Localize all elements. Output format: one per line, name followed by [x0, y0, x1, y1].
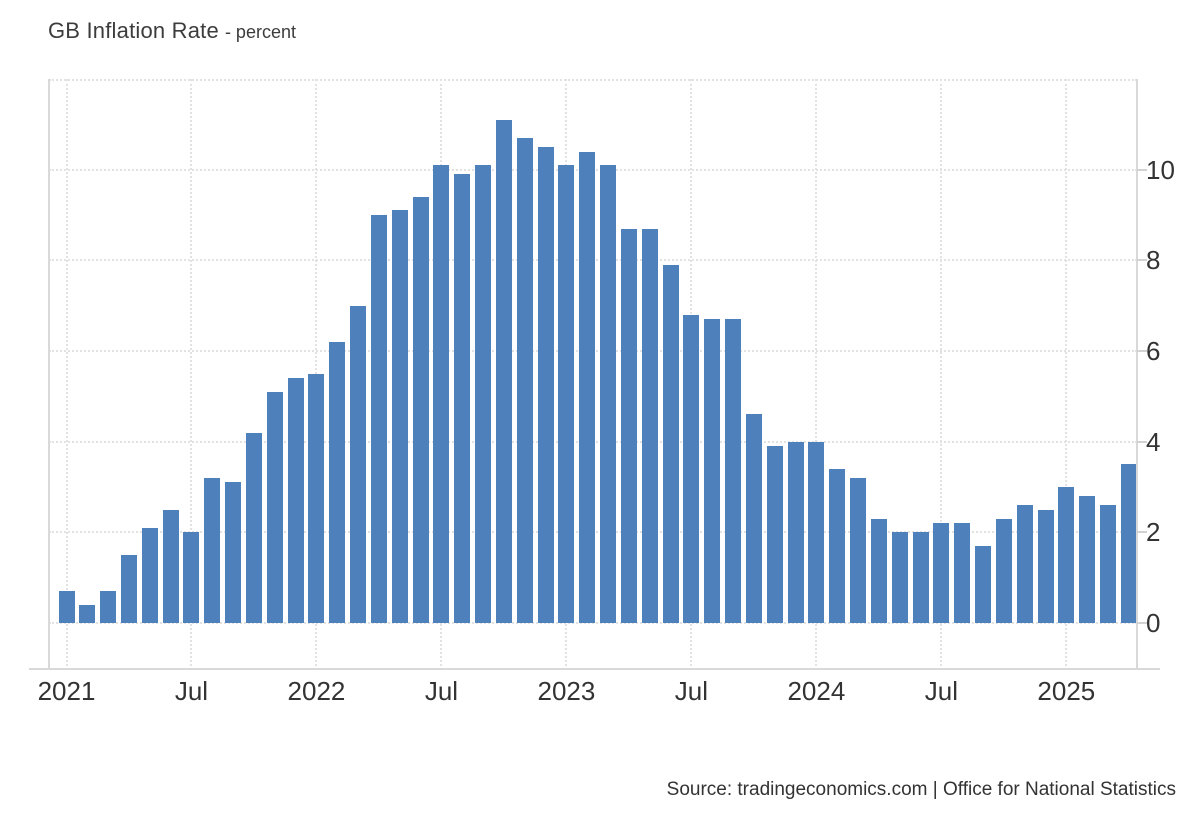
y-axis-label: 6: [1146, 336, 1161, 366]
y-axis-tick: [1137, 440, 1147, 443]
bar-2023-02[interactable]: [579, 152, 596, 623]
chart-title: GB Inflation Rate: [48, 18, 219, 43]
v-gridline: [1065, 79, 1068, 670]
bar-2023-11[interactable]: [766, 446, 783, 623]
bar-2023-10[interactable]: [745, 414, 762, 623]
bar-2024-07[interactable]: [933, 523, 950, 623]
y-axis-tick: [1137, 168, 1147, 171]
v-gridline: [940, 79, 943, 670]
bar-2021-11[interactable]: [266, 392, 283, 623]
chart-header: GB Inflation Rate - percent: [48, 18, 296, 44]
bar-2021-02[interactable]: [79, 605, 96, 623]
bar-2023-03[interactable]: [600, 165, 617, 623]
bar-2021-06[interactable]: [162, 510, 179, 623]
bar-2022-02[interactable]: [329, 342, 346, 623]
bar-2022-12[interactable]: [537, 147, 554, 623]
plot-area[interactable]: [49, 79, 1137, 670]
v-gridline: [815, 79, 818, 670]
bar-2025-04[interactable]: [1120, 464, 1137, 623]
y-axis-tick: [1137, 531, 1147, 534]
bar-2024-12[interactable]: [1037, 510, 1054, 623]
bar-2024-08[interactable]: [954, 523, 971, 623]
v-gridline: [190, 79, 193, 670]
x-axis-label: Jul: [674, 676, 709, 706]
y-axis-label: 10: [1146, 154, 1175, 185]
source-attribution: Source: tradingeconomics.com | Office fo…: [666, 779, 1176, 800]
bar-2022-06[interactable]: [412, 197, 429, 623]
bar-2023-06[interactable]: [662, 265, 679, 623]
x-axis-label: 2021: [37, 676, 96, 706]
bar-2021-04[interactable]: [120, 555, 137, 623]
bar-2022-11[interactable]: [516, 138, 533, 623]
x-axis-line: [29, 668, 1160, 670]
bar-2024-05[interactable]: [891, 532, 908, 623]
x-axis-label: 2022: [287, 676, 346, 706]
bar-2021-01[interactable]: [58, 591, 75, 623]
y-axis-line: [1136, 79, 1138, 670]
bar-2022-03[interactable]: [350, 306, 367, 623]
bar-2024-03[interactable]: [850, 478, 867, 623]
bar-2022-04[interactable]: [370, 215, 387, 623]
bar-2023-07[interactable]: [683, 315, 700, 623]
bar-2021-08[interactable]: [204, 478, 221, 623]
bar-2024-06[interactable]: [912, 532, 929, 623]
bar-2024-10[interactable]: [995, 519, 1012, 623]
x-axis-label: Jul: [424, 676, 459, 706]
y-axis-label: 2: [1146, 517, 1161, 548]
x-axis-label: 2023: [537, 676, 596, 706]
bar-2023-12[interactable]: [787, 442, 804, 623]
h-gridline: [49, 79, 1137, 81]
v-gridline: [65, 79, 68, 670]
x-axis-label: 2024: [787, 676, 846, 706]
x-axis-label: 2025: [1037, 676, 1096, 706]
chart-subtitle: - percent: [224, 22, 296, 42]
y-axis-label: 0: [1146, 608, 1161, 638]
y-axis-label: 8: [1146, 245, 1161, 276]
bar-2024-11[interactable]: [1016, 505, 1033, 623]
bar-2022-10[interactable]: [495, 120, 512, 623]
bar-2024-02[interactable]: [829, 469, 846, 623]
bar-2022-08[interactable]: [454, 174, 471, 623]
bar-2023-04[interactable]: [620, 229, 637, 623]
bar-2022-07[interactable]: [433, 165, 450, 623]
bar-2021-05[interactable]: [141, 528, 158, 623]
y-axis-tick: [1137, 350, 1147, 352]
bar-2021-09[interactable]: [225, 482, 242, 623]
bar-2021-10[interactable]: [245, 433, 262, 623]
y-axis-tick: [1137, 622, 1147, 624]
bar-2021-12[interactable]: [287, 378, 304, 623]
bar-2022-05[interactable]: [391, 210, 408, 623]
y-axis-label: 4: [1146, 426, 1161, 457]
bar-2025-01[interactable]: [1058, 487, 1075, 623]
x-axis-label: Jul: [924, 676, 958, 706]
bar-2021-07[interactable]: [183, 532, 200, 623]
bar-2025-03[interactable]: [1100, 505, 1116, 623]
bar-2024-09[interactable]: [975, 546, 992, 623]
bar-2021-03[interactable]: [100, 591, 117, 623]
bar-2023-01[interactable]: [558, 165, 575, 623]
bar-2025-02[interactable]: [1079, 496, 1096, 623]
bar-2024-04[interactable]: [870, 519, 887, 623]
bar-2023-08[interactable]: [704, 319, 721, 623]
bar-2023-09[interactable]: [725, 319, 742, 623]
bar-2024-01[interactable]: [808, 442, 825, 623]
h-gridline: [49, 622, 1137, 624]
plot-left-border: [48, 79, 50, 670]
x-axis-label: Jul: [174, 676, 209, 706]
bar-2022-01[interactable]: [308, 374, 325, 623]
bar-2023-05[interactable]: [641, 229, 658, 623]
y-axis-tick: [1137, 259, 1147, 262]
bar-2022-09[interactable]: [475, 165, 492, 623]
